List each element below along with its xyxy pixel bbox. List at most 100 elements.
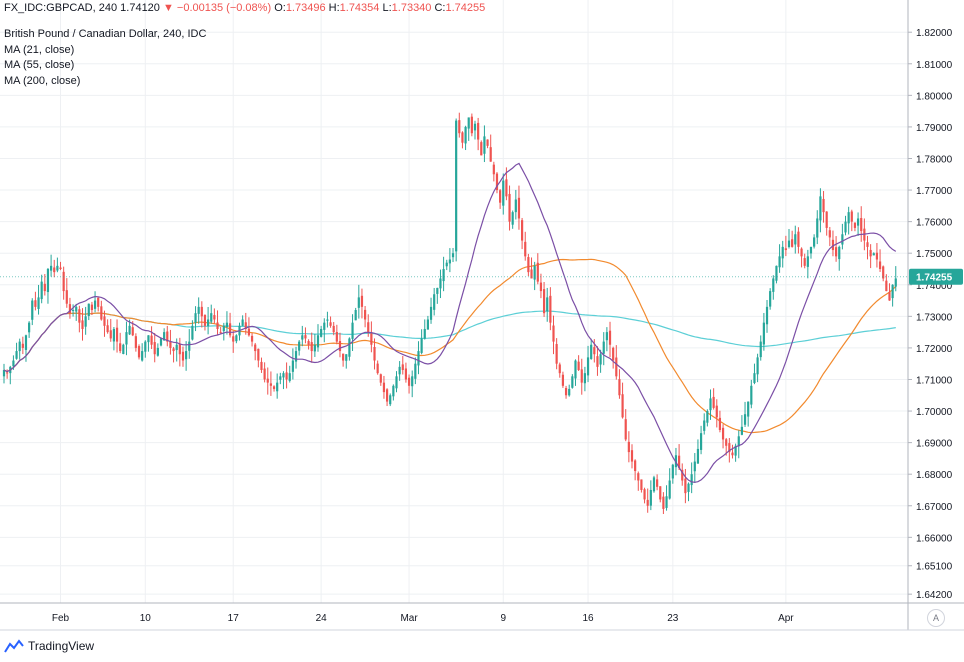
candle-body bbox=[627, 441, 630, 453]
candle-body bbox=[172, 348, 175, 352]
candle-body bbox=[624, 419, 627, 440]
auto-scale-button[interactable]: A bbox=[927, 609, 945, 627]
candle-body bbox=[228, 323, 232, 336]
candle-body bbox=[200, 306, 203, 317]
candle-body bbox=[90, 304, 94, 311]
legend-ma200[interactable]: MA (200, close) bbox=[4, 75, 81, 87]
candle-body bbox=[106, 325, 109, 333]
candle-body bbox=[539, 282, 543, 292]
ma55-line bbox=[3, 258, 897, 434]
candle-body bbox=[188, 341, 191, 351]
candle-body bbox=[803, 258, 806, 266]
candle-body bbox=[737, 436, 740, 447]
candle-body bbox=[411, 376, 414, 387]
candle-body bbox=[703, 420, 706, 431]
x-tick-label: 23 bbox=[667, 613, 679, 624]
price-change: ▼ −0.00135 (−0.08%) bbox=[162, 2, 272, 14]
y-tick-label: 1.64200 bbox=[916, 590, 953, 601]
candle-body bbox=[882, 266, 885, 279]
candle-body bbox=[417, 351, 420, 366]
candle-body bbox=[112, 328, 115, 342]
close-label: C: bbox=[434, 2, 446, 14]
symbol-label[interactable]: FX_IDC:GBPCAD, 240 bbox=[4, 2, 118, 14]
y-tick-label: 1.80000 bbox=[916, 91, 953, 102]
legend-ma55[interactable]: MA (55, close) bbox=[4, 59, 75, 71]
candle-body bbox=[634, 460, 637, 472]
candle-body bbox=[150, 335, 153, 345]
candle-body bbox=[109, 330, 112, 339]
candle-body bbox=[869, 249, 872, 257]
candle-body bbox=[467, 117, 470, 129]
candle-body bbox=[247, 328, 251, 336]
candle-body bbox=[433, 294, 436, 310]
candle-body bbox=[423, 328, 426, 339]
candle-body bbox=[684, 478, 687, 494]
candle-body bbox=[12, 360, 15, 367]
candle-body bbox=[455, 120, 458, 252]
y-tick-label: 1.73000 bbox=[916, 312, 953, 323]
candle-body bbox=[294, 351, 298, 362]
candle-body bbox=[605, 332, 608, 341]
candle-body bbox=[348, 338, 351, 357]
candle-body bbox=[555, 344, 558, 364]
ma21-line bbox=[3, 162, 897, 483]
x-tick-label: 10 bbox=[140, 613, 152, 624]
symbol-header: FX_IDC:GBPCAD, 240 1.74120 ▼ −0.00135 (−… bbox=[4, 2, 485, 14]
candle-body bbox=[596, 356, 599, 367]
y-tick-label: 1.81000 bbox=[916, 60, 953, 71]
branding-text: TradingView bbox=[28, 639, 95, 653]
candle-body bbox=[552, 325, 555, 342]
candle-body bbox=[725, 439, 728, 446]
candle-body bbox=[486, 139, 489, 146]
candle-body bbox=[593, 347, 596, 355]
candle-body bbox=[28, 322, 31, 333]
candle-body bbox=[772, 278, 775, 292]
legend-ma21[interactable]: MA (21, close) bbox=[4, 44, 75, 56]
candle-body bbox=[37, 297, 40, 309]
tradingview-logo[interactable]: TradingView bbox=[4, 639, 94, 653]
candle-body bbox=[825, 211, 828, 228]
y-tick-label: 1.65100 bbox=[916, 562, 953, 573]
candle-body bbox=[480, 142, 483, 156]
candle-body bbox=[367, 322, 370, 333]
ma21-path bbox=[3, 162, 897, 483]
candle-body bbox=[401, 364, 404, 371]
candle-body bbox=[809, 246, 813, 254]
legend-title[interactable]: British Pound / Canadian Dollar, 240, ID… bbox=[4, 28, 207, 40]
candle-body bbox=[505, 179, 508, 197]
candle-body bbox=[169, 341, 172, 348]
candle-body bbox=[621, 394, 624, 418]
candle-body bbox=[301, 335, 304, 340]
candle-body bbox=[153, 342, 156, 355]
candle-body bbox=[878, 261, 882, 269]
candle-body bbox=[640, 479, 643, 490]
price-tag-bg bbox=[909, 268, 963, 285]
candle-body bbox=[288, 373, 291, 381]
y-tick-label: 1.71000 bbox=[916, 375, 953, 386]
candle-body bbox=[731, 452, 734, 456]
candles bbox=[2, 112, 897, 515]
candle-body bbox=[709, 398, 712, 411]
candle-body bbox=[872, 253, 875, 256]
candle-body bbox=[97, 297, 100, 307]
candle-body bbox=[740, 426, 743, 435]
candle-body bbox=[291, 360, 294, 372]
candle-body bbox=[850, 211, 853, 222]
candle-body bbox=[546, 297, 549, 312]
candle-body bbox=[373, 347, 376, 361]
candle-body bbox=[307, 341, 310, 345]
candle-body bbox=[285, 372, 288, 380]
candle-body bbox=[844, 221, 847, 233]
candle-body bbox=[360, 295, 364, 307]
candle-body bbox=[103, 316, 106, 326]
candle-body bbox=[891, 284, 894, 299]
candle-body bbox=[389, 395, 392, 405]
candle-body bbox=[219, 331, 222, 333]
candle-body bbox=[166, 331, 169, 342]
candle-body bbox=[429, 306, 433, 320]
candle-body bbox=[144, 341, 147, 352]
candle-body bbox=[407, 377, 411, 386]
candle-body bbox=[276, 382, 279, 392]
